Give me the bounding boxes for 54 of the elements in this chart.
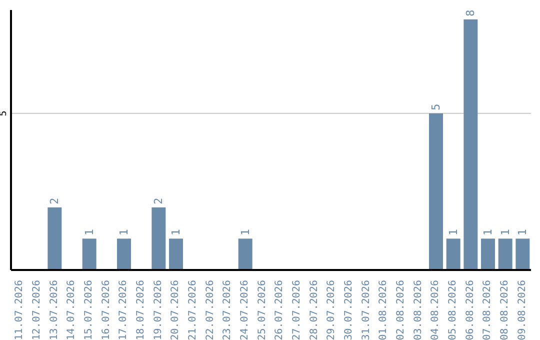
bar <box>48 207 62 270</box>
x-tick-label: 01.08.2026 <box>378 280 390 340</box>
bar <box>169 238 183 270</box>
data-label: 1 <box>82 229 96 236</box>
x-tick-label: 23.07.2026 <box>222 280 234 340</box>
data-label: 1 <box>238 229 252 236</box>
data-label: 1 <box>498 229 512 236</box>
x-tick-label: 05.08.2026 <box>448 280 458 340</box>
bar <box>446 238 460 270</box>
bar <box>238 238 252 270</box>
x-tick-label: 25.07.2026 <box>256 280 268 340</box>
x-tick-label: 13.07.2026 <box>48 280 60 340</box>
x-tick-label: 16.07.2026 <box>100 280 112 340</box>
x-tick-label: 14.07.2026 <box>66 280 78 340</box>
x-tick-label: 17.07.2026 <box>118 280 130 340</box>
x-tick-label: 06.08.2026 <box>464 280 476 340</box>
bar <box>464 19 478 270</box>
x-tick-label: 31.07.2026 <box>360 280 372 340</box>
bar <box>117 238 131 270</box>
data-label: 1 <box>118 229 130 236</box>
bar <box>152 207 166 270</box>
x-tick-label: 21.07.2026 <box>188 280 198 340</box>
bar <box>481 238 495 270</box>
x-tick-label: 03.08.2026 <box>412 280 424 340</box>
x-tick-label: 29.07.2026 <box>326 280 338 340</box>
x-tick-label: 24.07.2026 <box>240 280 250 340</box>
x-tick-label: 04.08.2026 <box>430 280 442 340</box>
data-label: 8 <box>464 10 478 16</box>
x-tick-label: 18.07.2026 <box>136 280 146 340</box>
data-label: 1 <box>446 229 460 236</box>
x-tick-label: 15.07.2026 <box>84 280 94 340</box>
bar <box>82 238 96 270</box>
bar <box>498 238 512 270</box>
x-tick-label: 12.07.2026 <box>32 280 42 340</box>
x-tick-label: 27.07.2026 <box>292 280 302 340</box>
data-label: 5 <box>430 104 442 110</box>
data-label: 1 <box>170 229 182 236</box>
x-tick-label: 30.07.2026 <box>344 280 354 340</box>
x-tick-label: 09.08.2026 <box>516 280 528 340</box>
x-tick-label: 19.07.2026 <box>152 280 164 340</box>
x-tick-label: 11.07.2026 <box>14 280 26 340</box>
bar <box>429 113 443 270</box>
bar <box>516 238 530 270</box>
x-tick-label: 20.07.2026 <box>170 280 182 340</box>
x-tick-label: 22.07.2026 <box>204 280 216 340</box>
data-label: 2 <box>48 198 62 204</box>
x-tick-label: 02.08.2026 <box>396 280 406 340</box>
x-tick-label: 08.08.2026 <box>500 280 510 340</box>
x-tick-label: 07.08.2026 <box>482 280 494 340</box>
data-label: 1 <box>516 229 530 236</box>
data-label: 2 <box>152 198 166 204</box>
data-label: 1 <box>482 229 494 236</box>
x-tick-label: 28.07.2026 <box>308 280 320 340</box>
x-tick-label: 26.07.2026 <box>274 280 286 340</box>
